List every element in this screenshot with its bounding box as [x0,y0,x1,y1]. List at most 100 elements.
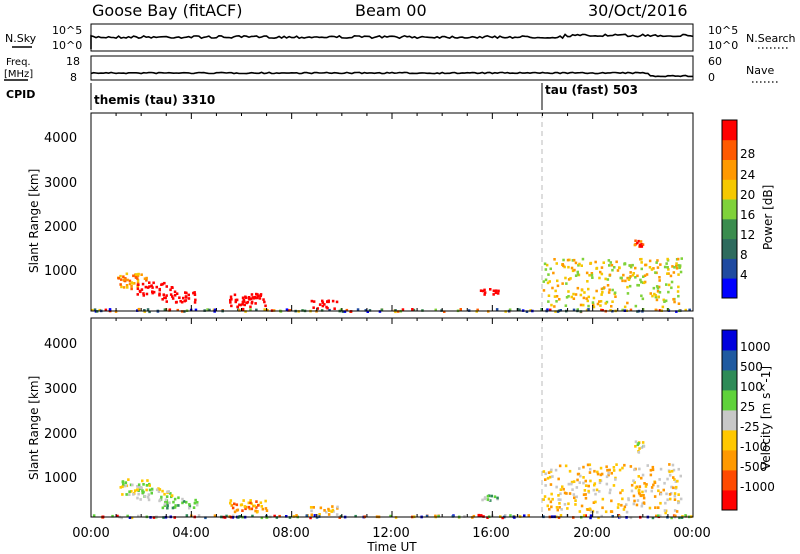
power-cells-cell [611,300,614,303]
velocity-cells-cell [572,493,576,496]
power-cells-cell [564,304,568,307]
power-cells-cell [126,286,129,289]
velocity-cells-cell [623,463,626,467]
power-cells-cell [321,299,324,303]
velocity-cells-cell [244,505,248,509]
power-cells-cell [677,285,680,289]
nsearch-tick-bottom: 10^0 [708,39,738,52]
velocity-cells-cell [612,484,616,487]
velocity-cells-cell [235,503,239,507]
velocity-cells-cell [586,508,590,511]
power-cells-ground-cell [194,308,198,312]
power-cells-cell [555,295,559,298]
velocity-cells-ground-cell [197,514,201,517]
power-cells-cell [161,282,164,286]
velocity-cells-cell [490,494,493,498]
power-cells-cell [148,285,151,288]
velocity-cells-cell [327,513,331,516]
velocity-cells-cell [158,488,162,491]
velocity-cells-cell [136,496,139,500]
power-cells-ground-cell [516,308,520,311]
power-cells-cell [243,303,246,307]
power-cells-cell [492,293,495,296]
power-cells-cell [246,300,250,304]
velocity-cells-cell [570,482,573,486]
velocity-cells-cell [568,492,572,495]
power-cells-cell [649,292,652,295]
power-cells-cell [667,268,670,271]
velocity-cells-cell [255,500,258,503]
velocity-cells-cell [185,500,188,504]
power-colorbar-swatch [722,218,737,240]
velocity-cells-cell [594,492,597,496]
power-cells-cell [583,291,586,294]
velocity-cells-cell [137,492,140,496]
velocity-cells-cell [249,501,252,504]
power-cells-cell [187,293,190,297]
nsearch-tick-top: 10^5 [708,24,738,37]
power-cells-ground-cell [301,309,304,312]
velocity-cells-cell [580,504,584,508]
power-cells-ground-cell [508,308,512,311]
velocity-cells-cell [650,489,653,493]
power-cells-cell [641,297,645,301]
power-cells-cell [556,284,560,288]
velocity-cells-cell [592,488,596,492]
power-cells-cell [235,298,239,302]
velocity-cells-cell [188,504,192,508]
power-cells-cell [483,288,486,292]
power-cells-cell [623,305,627,309]
power-cells-cell [165,300,168,303]
velocity-cells-ground-cell [185,514,189,517]
power-cells-cell [586,299,589,303]
velocity-cells-cell [544,484,547,487]
velocity-cells-cell [588,471,592,474]
power-cells-cell [634,266,637,270]
power-cells-cell [607,291,611,294]
power-cells-cell [241,296,245,300]
power-cells-cell [658,276,661,279]
power-cells-cell [670,286,673,290]
freq-trace [90,71,693,78]
power-cells-cell [633,243,637,247]
velocity-cells-cell [155,488,159,492]
velocity-cells-cell [640,476,643,480]
velocity-cells-cell [673,492,677,495]
velocity-cells-cell [562,487,565,491]
power-cells-cell [636,241,639,245]
power-cells-ground-cell [213,308,217,312]
power-cells-cell [632,272,635,275]
velocity-cells-cell [633,468,636,472]
velocity-cells-cell [145,488,148,492]
velocity-cells-cell [596,510,599,514]
power-cells-cell [481,289,485,293]
power-cells-cell [567,278,571,281]
velocity-cells-ground-cell [231,514,235,518]
power-cells-cell [550,303,553,307]
power-cells-cell [634,239,637,243]
power-cells-cell [256,296,259,300]
velocity-cells-cell [252,504,255,508]
velocity-cells-cell [593,469,596,473]
velocity-cells-cell [567,482,571,486]
velocity-cells-cell [606,468,609,472]
power-cells-cell [562,264,565,268]
power-cells-cell [672,271,676,274]
power-cells-cell [639,240,643,243]
power-cells-cell [579,293,583,297]
velocity-cells-ground-cell [472,514,476,518]
power-cells-cell [640,245,644,248]
power-cells-cell [673,266,676,269]
velocity-cells-cell [579,474,582,478]
velocity-cells-ground-cell [273,514,276,518]
power-cells-ground-cell [356,308,360,311]
velocity-cells-cell [559,488,563,491]
velocity-cells-cell [629,465,633,468]
velocity-cells-cell [599,466,603,470]
velocity-cells-cell [641,502,644,506]
power-cells-cell [163,281,166,285]
power-cells-cell [578,262,581,266]
velocity-cells-cell [669,497,672,501]
velocity-cells-cell [121,485,124,489]
velocity-cells-cell [233,510,237,514]
